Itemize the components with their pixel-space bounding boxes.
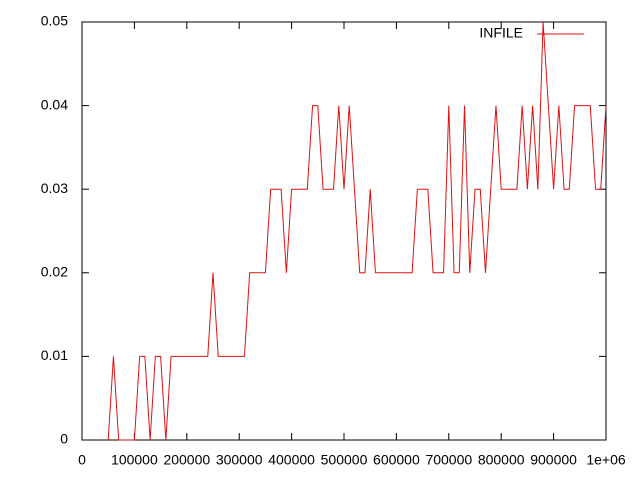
x-tick-label: 900000 — [530, 452, 577, 468]
x-tick-label: 800000 — [478, 452, 525, 468]
y-tick-label: 0.02 — [41, 264, 68, 280]
x-tick-label: 0 — [78, 452, 86, 468]
x-tick-label: 500000 — [321, 452, 368, 468]
x-tick-label: 700000 — [425, 452, 472, 468]
legend-label: INFILE — [479, 25, 523, 41]
y-tick-label: 0 — [60, 431, 68, 447]
x-tick-label: 1e+06 — [586, 452, 626, 468]
y-tick-label: 0.01 — [41, 347, 68, 363]
x-tick-label: 200000 — [163, 452, 210, 468]
x-tick-label: 300000 — [216, 452, 263, 468]
plot-border — [81, 21, 607, 441]
y-tick-label: 0.05 — [41, 13, 68, 29]
x-tick-label: 600000 — [373, 452, 420, 468]
x-tick-label: 100000 — [111, 452, 158, 468]
y-tick-label: 0.03 — [41, 180, 68, 196]
x-tick-label: 400000 — [268, 452, 315, 468]
y-tick-label: 0.04 — [41, 96, 68, 112]
data-line — [107, 21, 607, 441]
